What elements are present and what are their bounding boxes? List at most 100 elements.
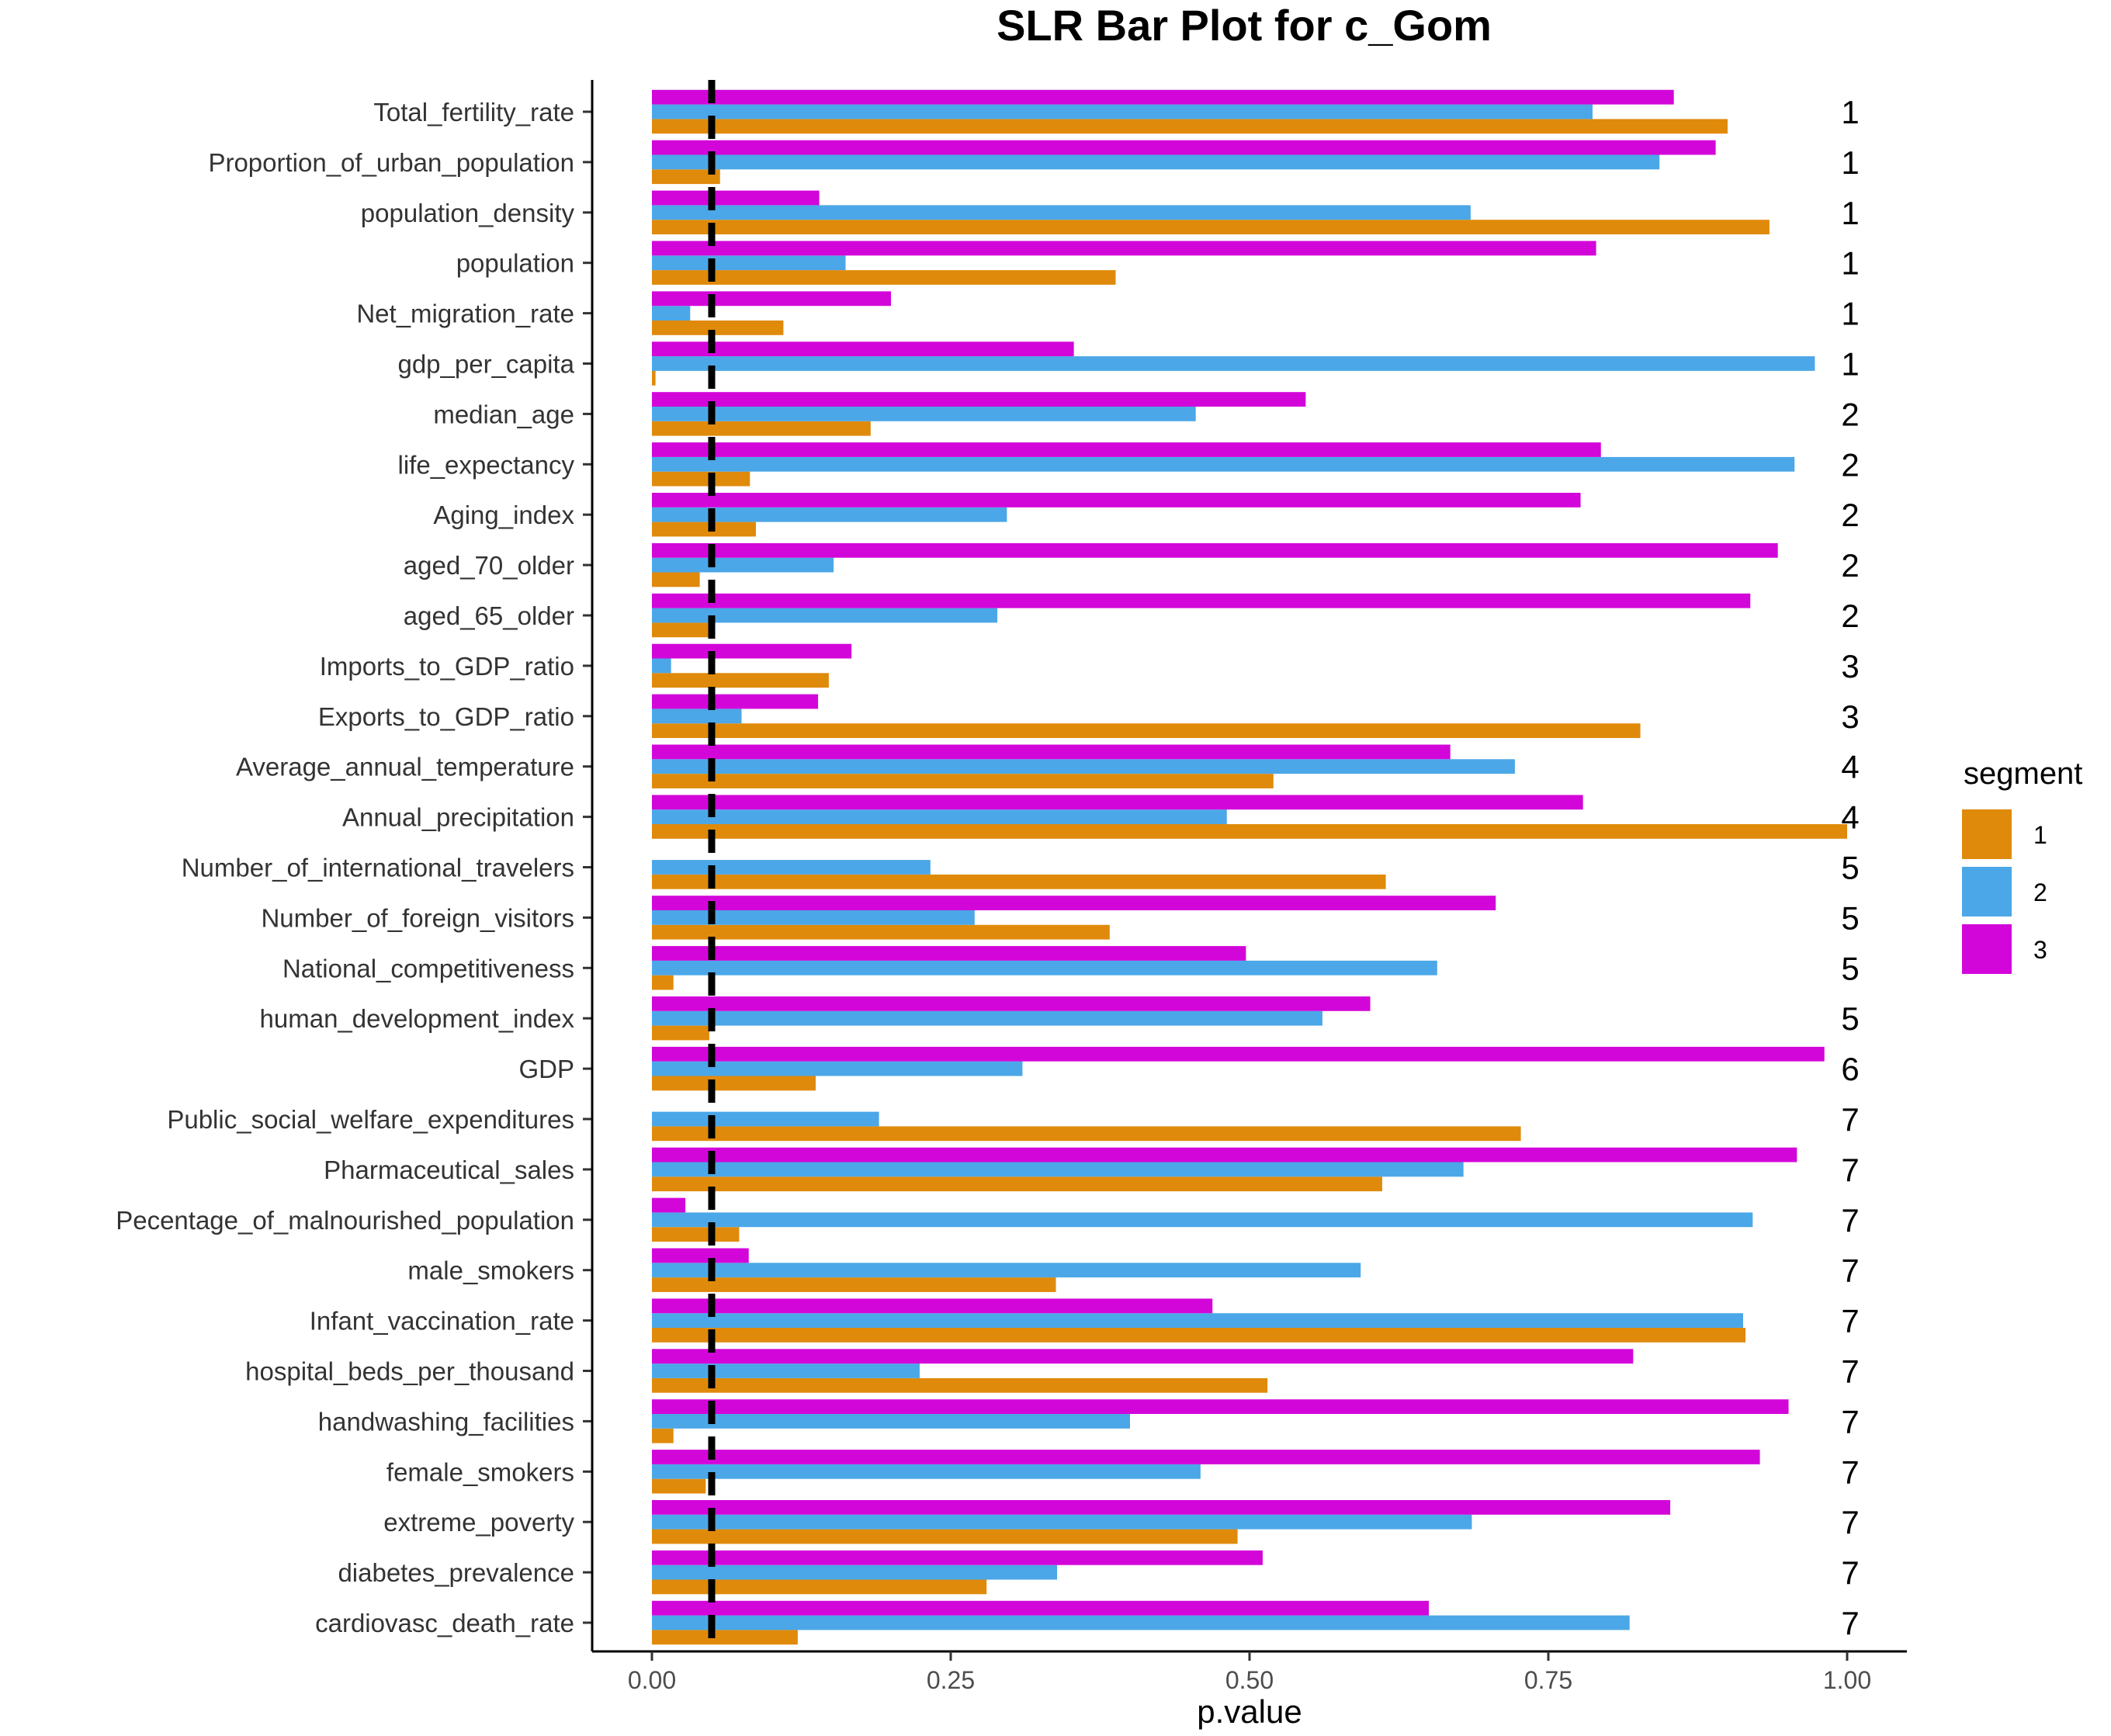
bar-segment-1-life_expectancy [652,471,750,487]
y-tick-label: National_competitiveness [283,954,574,982]
bar-segment-1-Pecentage_of_malnourished_population [652,1227,740,1242]
bar-segment-2-Annual_precipitation [652,809,1227,824]
bar-segment-1-Pharmaceutical_sales [652,1176,1382,1192]
bar-segment-2-hospital_beds_per_thousand [652,1364,920,1378]
bar-segment-2-human_development_index [652,1010,1322,1026]
bar-segment-1-cardiovasc_death_rate [652,1630,798,1645]
x-axis-label: p.value [1197,1693,1302,1730]
bar-segment-3-extreme_poverty [652,1500,1671,1515]
legend-label: 3 [2033,936,2047,964]
group-label: 7 [1841,1605,1859,1641]
group-label: 1 [1841,94,1859,130]
chart-title: SLR Bar Plot for c_Gom [997,1,1492,50]
y-tick-label: population [456,249,574,278]
bar-segment-3-aged_65_older [652,593,1751,608]
bar-segment-1-Exports_to_GDP_ratio [652,723,1641,738]
bars-layer [652,89,1847,1645]
bar-segment-2-gdp_per_capita [652,356,1815,371]
bar-segment-2-population [652,255,846,271]
y-tick-label: gdp_per_capita [397,350,574,379]
group-label: 1 [1841,245,1859,282]
y-tick-label: male_smokers [407,1256,574,1285]
x-tick-label: 0.00 [628,1666,676,1694]
bar-segment-1-male_smokers [652,1277,1056,1292]
bar-segment-2-Public_social_welfare_expenditures [652,1111,879,1127]
legend-key-2 [1962,867,2012,917]
bar-segment-3-Pharmaceutical_sales [652,1147,1797,1163]
bar-segment-2-National_competitiveness [652,960,1437,975]
y-tick-label: human_development_index [260,1004,575,1033]
bar-segment-1-human_development_index [652,1025,709,1041]
bar-segment-2-population_density [652,205,1471,220]
bar-segment-1-National_competitiveness [652,975,674,990]
group-label: 2 [1841,547,1859,584]
bar-segment-2-Imports_to_GDP_ratio [652,658,671,674]
group-label: 7 [1841,1253,1859,1289]
y-tick-label: cardiovasc_death_rate [315,1609,574,1637]
y-tick-label: Proportion_of_urban_population [208,148,574,177]
bar-segment-1-diabetes_prevalence [652,1579,987,1595]
bar-segment-2-Aging_index [652,507,1007,522]
y-tick-label: aged_65_older [404,601,574,630]
group-label: 2 [1841,497,1859,533]
bar-segment-2-Average_annual_temperature [652,759,1515,774]
y-tick-label: Total_fertility_rate [373,98,574,126]
bar-segment-3-male_smokers [652,1248,749,1263]
group-label: 7 [1841,1101,1859,1138]
bar-segment-3-diabetes_prevalence [652,1550,1263,1565]
y-tick-label: GDP [518,1055,574,1083]
y-tick-label: extreme_poverty [383,1508,574,1537]
bar-segment-3-Infant_vaccination_rate [652,1298,1213,1314]
bar-segment-2-GDP [652,1061,1023,1076]
bar-segment-2-aged_70_older [652,557,834,573]
bar-segment-3-gdp_per_capita [652,341,1074,357]
bar-segment-2-aged_65_older [652,608,998,623]
x-tick-label: 0.75 [1524,1666,1572,1694]
legend-key-3 [1962,924,2012,974]
bar-segment-2-Infant_vaccination_rate [652,1313,1744,1328]
y-tick-label: diabetes_prevalence [338,1558,574,1587]
group-label: 7 [1841,1303,1859,1339]
bar-segment-1-gdp_per_capita [652,370,656,386]
bar-segment-3-Annual_precipitation [652,795,1583,810]
bar-segment-3-human_development_index [652,996,1371,1011]
y-tick-label: Infant_vaccination_rate [310,1307,574,1336]
bar-segment-3-GDP [652,1046,1825,1062]
x-tick-label: 1.00 [1823,1666,1871,1694]
bar-segment-1-Public_social_welfare_expenditures [652,1126,1521,1142]
group-label: 4 [1841,799,1859,836]
group-labels: 1 1 1 1 1 1 2 2 2 2 2 3 3 4 4 5 5 5 5 6 7 7 7 7 7 7 7 7 7 7 7 [1841,94,1859,1641]
group-label: 7 [1841,1202,1859,1239]
y-tick-label: Exports_to_GDP_ratio [318,702,574,731]
bar-segment-3-Pecentage_of_malnourished_population [652,1197,686,1213]
bar-segment-3-Net_migration_rate [652,291,891,307]
bar-segment-2-Number_of_foreign_visitors [652,910,975,925]
bar-segment-1-Number_of_foreign_visitors [652,924,1110,940]
bar-segment-1-extreme_poverty [652,1529,1238,1544]
bar-segment-2-handwashing_facilities [652,1414,1130,1429]
bar-segment-3-median_age [652,392,1306,407]
group-label: 5 [1841,899,1859,936]
legend-label: 2 [2033,878,2047,906]
legend: segment 1 2 3 [1962,757,2082,974]
bar-segment-3-aged_70_older [652,542,1778,558]
bar-segment-1-hospital_beds_per_thousand [652,1377,1268,1393]
bar-segment-1-Number_of_international_travelers [652,874,1386,889]
bar-segment-1-Infant_vaccination_rate [652,1328,1746,1343]
bar-segment-2-female_smokers [652,1464,1201,1479]
group-label: 7 [1841,1454,1859,1490]
bar-segment-1-Aging_index [652,521,756,537]
bar-segment-1-Imports_to_GDP_ratio [652,673,829,688]
bar-segment-3-Average_annual_temperature [652,744,1451,760]
bar-segment-3-population [652,241,1596,256]
group-label: 7 [1841,1504,1859,1540]
bar-segment-2-Total_fertility_rate [652,104,1593,120]
bar-segment-2-median_age [652,407,1196,421]
bar-segment-2-Exports_to_GDP_ratio [652,709,742,724]
bar-segment-3-life_expectancy [652,442,1601,457]
bar-segment-2-Proportion_of_urban_population [652,154,1660,170]
group-label: 4 [1841,749,1859,785]
bar-segment-3-female_smokers [652,1450,1760,1464]
y-tick-label: Pharmaceutical_sales [324,1156,574,1184]
